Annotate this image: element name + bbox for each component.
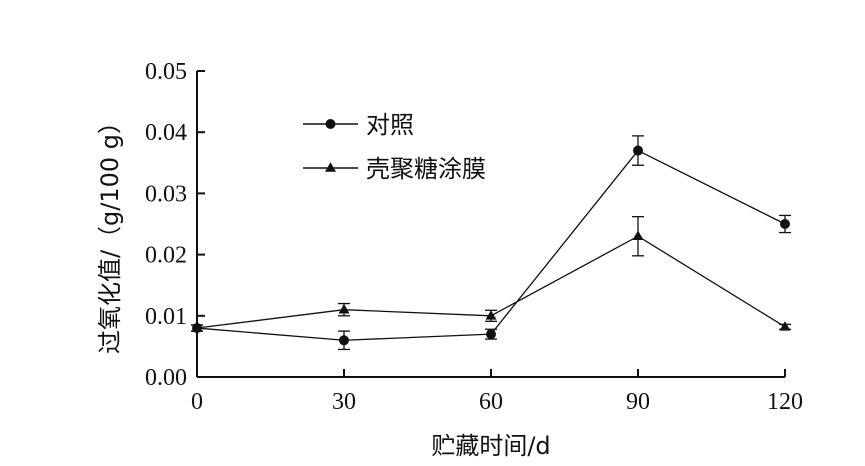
x-tick-label: 60: [479, 389, 503, 415]
data-point: [780, 219, 790, 229]
x-tick-label: 90: [626, 389, 650, 415]
data-point: [485, 310, 497, 320]
x-tick-label: 30: [332, 389, 356, 415]
y-tick-label: 0.02: [145, 243, 187, 269]
data-point: [338, 303, 350, 314]
data-point: [633, 145, 643, 156]
data-point: [632, 230, 644, 241]
legend-item-1: 对照: [303, 111, 414, 139]
legend-label: 对照: [366, 111, 414, 139]
y-tick-label: 0.00: [145, 365, 187, 391]
y-tick-label: 0.01: [145, 304, 187, 330]
x-axis-label: 贮藏时间/d: [431, 432, 550, 460]
y-tick-label: 0.05: [145, 59, 187, 85]
data-point: [339, 335, 349, 346]
y-axis-label: 过氧化值/（g/100 g）: [96, 110, 124, 354]
series-2: [191, 216, 791, 332]
axes: 0.00 0.01 0.02 0.03 0.04 0.05 0 30 60 90 120: [145, 59, 803, 415]
data-point: [191, 322, 203, 332]
x-tick-label: 0: [191, 389, 203, 415]
y-tick-label: 0.03: [145, 181, 187, 207]
legend-item-2: 壳聚糖涂膜: [303, 155, 486, 183]
legend-marker: [325, 162, 336, 172]
data-point: [486, 329, 496, 340]
series-layer: [191, 135, 791, 351]
x-tick-label: 120: [767, 389, 803, 415]
y-tick-label: 0.04: [145, 120, 187, 146]
legend-marker: [325, 119, 336, 129]
legend-label: 壳聚糖涂膜: [366, 155, 486, 183]
data-point: [779, 321, 791, 331]
